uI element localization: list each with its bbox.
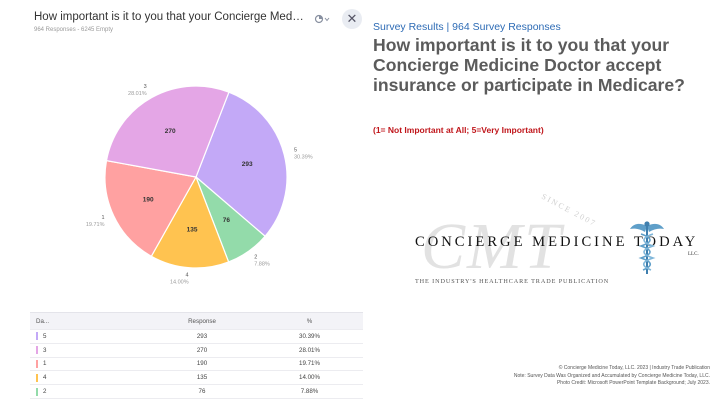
question-title: How important is it to you that your Con… (34, 11, 306, 23)
footer-line: Photo Credit: Microsoft PowerPoint Templ… (556, 380, 710, 386)
slice-count-label: 293 (242, 161, 253, 168)
footer-credits: © Concierge Medicine Today, LLC. 2023 | … (370, 365, 710, 388)
percent-cell: 19.71% (299, 360, 320, 368)
pie-slice-4[interactable] (150, 175, 230, 269)
percent-cell: 7.88% (300, 388, 319, 396)
brand-tagline: THE INDUSTRY'S HEALTHCARE TRADE PUBLICAT… (415, 278, 610, 285)
response-count-cell: 270 (196, 346, 208, 354)
pie-slice-5[interactable] (195, 91, 288, 238)
color-swatch (36, 387, 38, 396)
table-row: 5 293 30.39% (30, 330, 363, 344)
slice-percent-label: 7.88% (254, 262, 270, 268)
responses-table: Da... Response % 5 293 30.39% 3 270 28.0… (30, 312, 363, 399)
slide-content: Survey Results | 964 Survey Responses Ho… (373, 0, 718, 405)
pie-slice-3[interactable] (105, 85, 230, 178)
color-swatch (36, 332, 38, 341)
slice-answer-label: 1 (101, 215, 104, 221)
brand-name: CONCIERGE MEDICINE TODAY (415, 234, 699, 250)
answer-label: 5 (43, 332, 47, 340)
color-swatch (36, 346, 38, 355)
brand-llc: LLC. (688, 252, 699, 257)
pie-chart: 293 530.39% 76 27.88% 135 414.00% 190 119.71% 27… (86, 84, 313, 286)
slice-count-label: 76 (223, 217, 231, 224)
slice-count-label: 270 (165, 128, 176, 135)
brand-logo: CMT SINCE 2007 CONCIERGE MEDICINE TODAY … (413, 190, 718, 300)
answer-label: 4 (43, 374, 47, 382)
response-count-cell: 293 (196, 332, 208, 340)
response-count-cell: 76 (198, 388, 206, 396)
header-percent[interactable]: % (306, 317, 313, 325)
table-header: Da... Response % (30, 313, 363, 330)
slide-headline: How important is it to you that your Con… (373, 35, 685, 95)
svg-text:CMT: CMT (421, 210, 565, 280)
close-button[interactable]: ✕ (342, 9, 362, 29)
survey-kicker: Survey Results | 964 Survey Responses (373, 21, 561, 33)
slice-percent-label: 28.01% (128, 91, 147, 97)
table-row: 1 190 19.71% (30, 358, 363, 372)
answer-label: 3 (43, 346, 47, 354)
response-count-cell: 190 (196, 360, 208, 368)
pie-slice-1[interactable] (104, 159, 197, 258)
survey-panel: How important is it to you that your Con… (30, 0, 366, 405)
chart-type-icon[interactable] (314, 14, 330, 24)
footer-line: © Concierge Medicine Today, LLC. 2023 | … (558, 365, 710, 371)
header-answer[interactable]: Da... (36, 317, 50, 325)
color-swatch (36, 373, 38, 382)
slice-percent-label: 14.00% (170, 280, 189, 286)
header-response[interactable]: Response (188, 317, 216, 325)
slice-count-label: 190 (143, 196, 154, 203)
slice-answer-label: 2 (254, 255, 257, 261)
table-row: 3 270 28.01% (30, 344, 363, 358)
slice-answer-label: 3 (144, 84, 147, 90)
caduceus-icon (630, 221, 664, 274)
percent-cell: 14.00% (299, 374, 320, 382)
slice-answer-label: 4 (186, 273, 189, 279)
slice-answer-label: 5 (294, 147, 297, 153)
scale-note: (1= Not Important at All; 5=Very Importa… (373, 125, 544, 135)
percent-cell: 30.39% (299, 332, 320, 340)
footer-line: Note: Survey Data Was Organized and Accu… (513, 372, 710, 379)
slice-count-label: 135 (187, 227, 198, 234)
answer-label: 2 (43, 388, 47, 396)
percent-cell: 28.01% (299, 346, 320, 354)
slice-percent-label: 19.71% (86, 222, 105, 228)
response-count-cell: 135 (196, 374, 208, 382)
color-swatch (36, 359, 38, 368)
response-count: 964 Responses - 6245 Empty (34, 27, 114, 33)
answer-label: 1 (43, 360, 47, 368)
cmt-monogram-logo: CMT SINCE 2007 (421, 192, 598, 280)
slice-percent-label: 30.39% (294, 154, 313, 160)
table-row: 2 76 7.88% (30, 385, 363, 399)
table-row: 4 135 14.00% (30, 371, 363, 386)
